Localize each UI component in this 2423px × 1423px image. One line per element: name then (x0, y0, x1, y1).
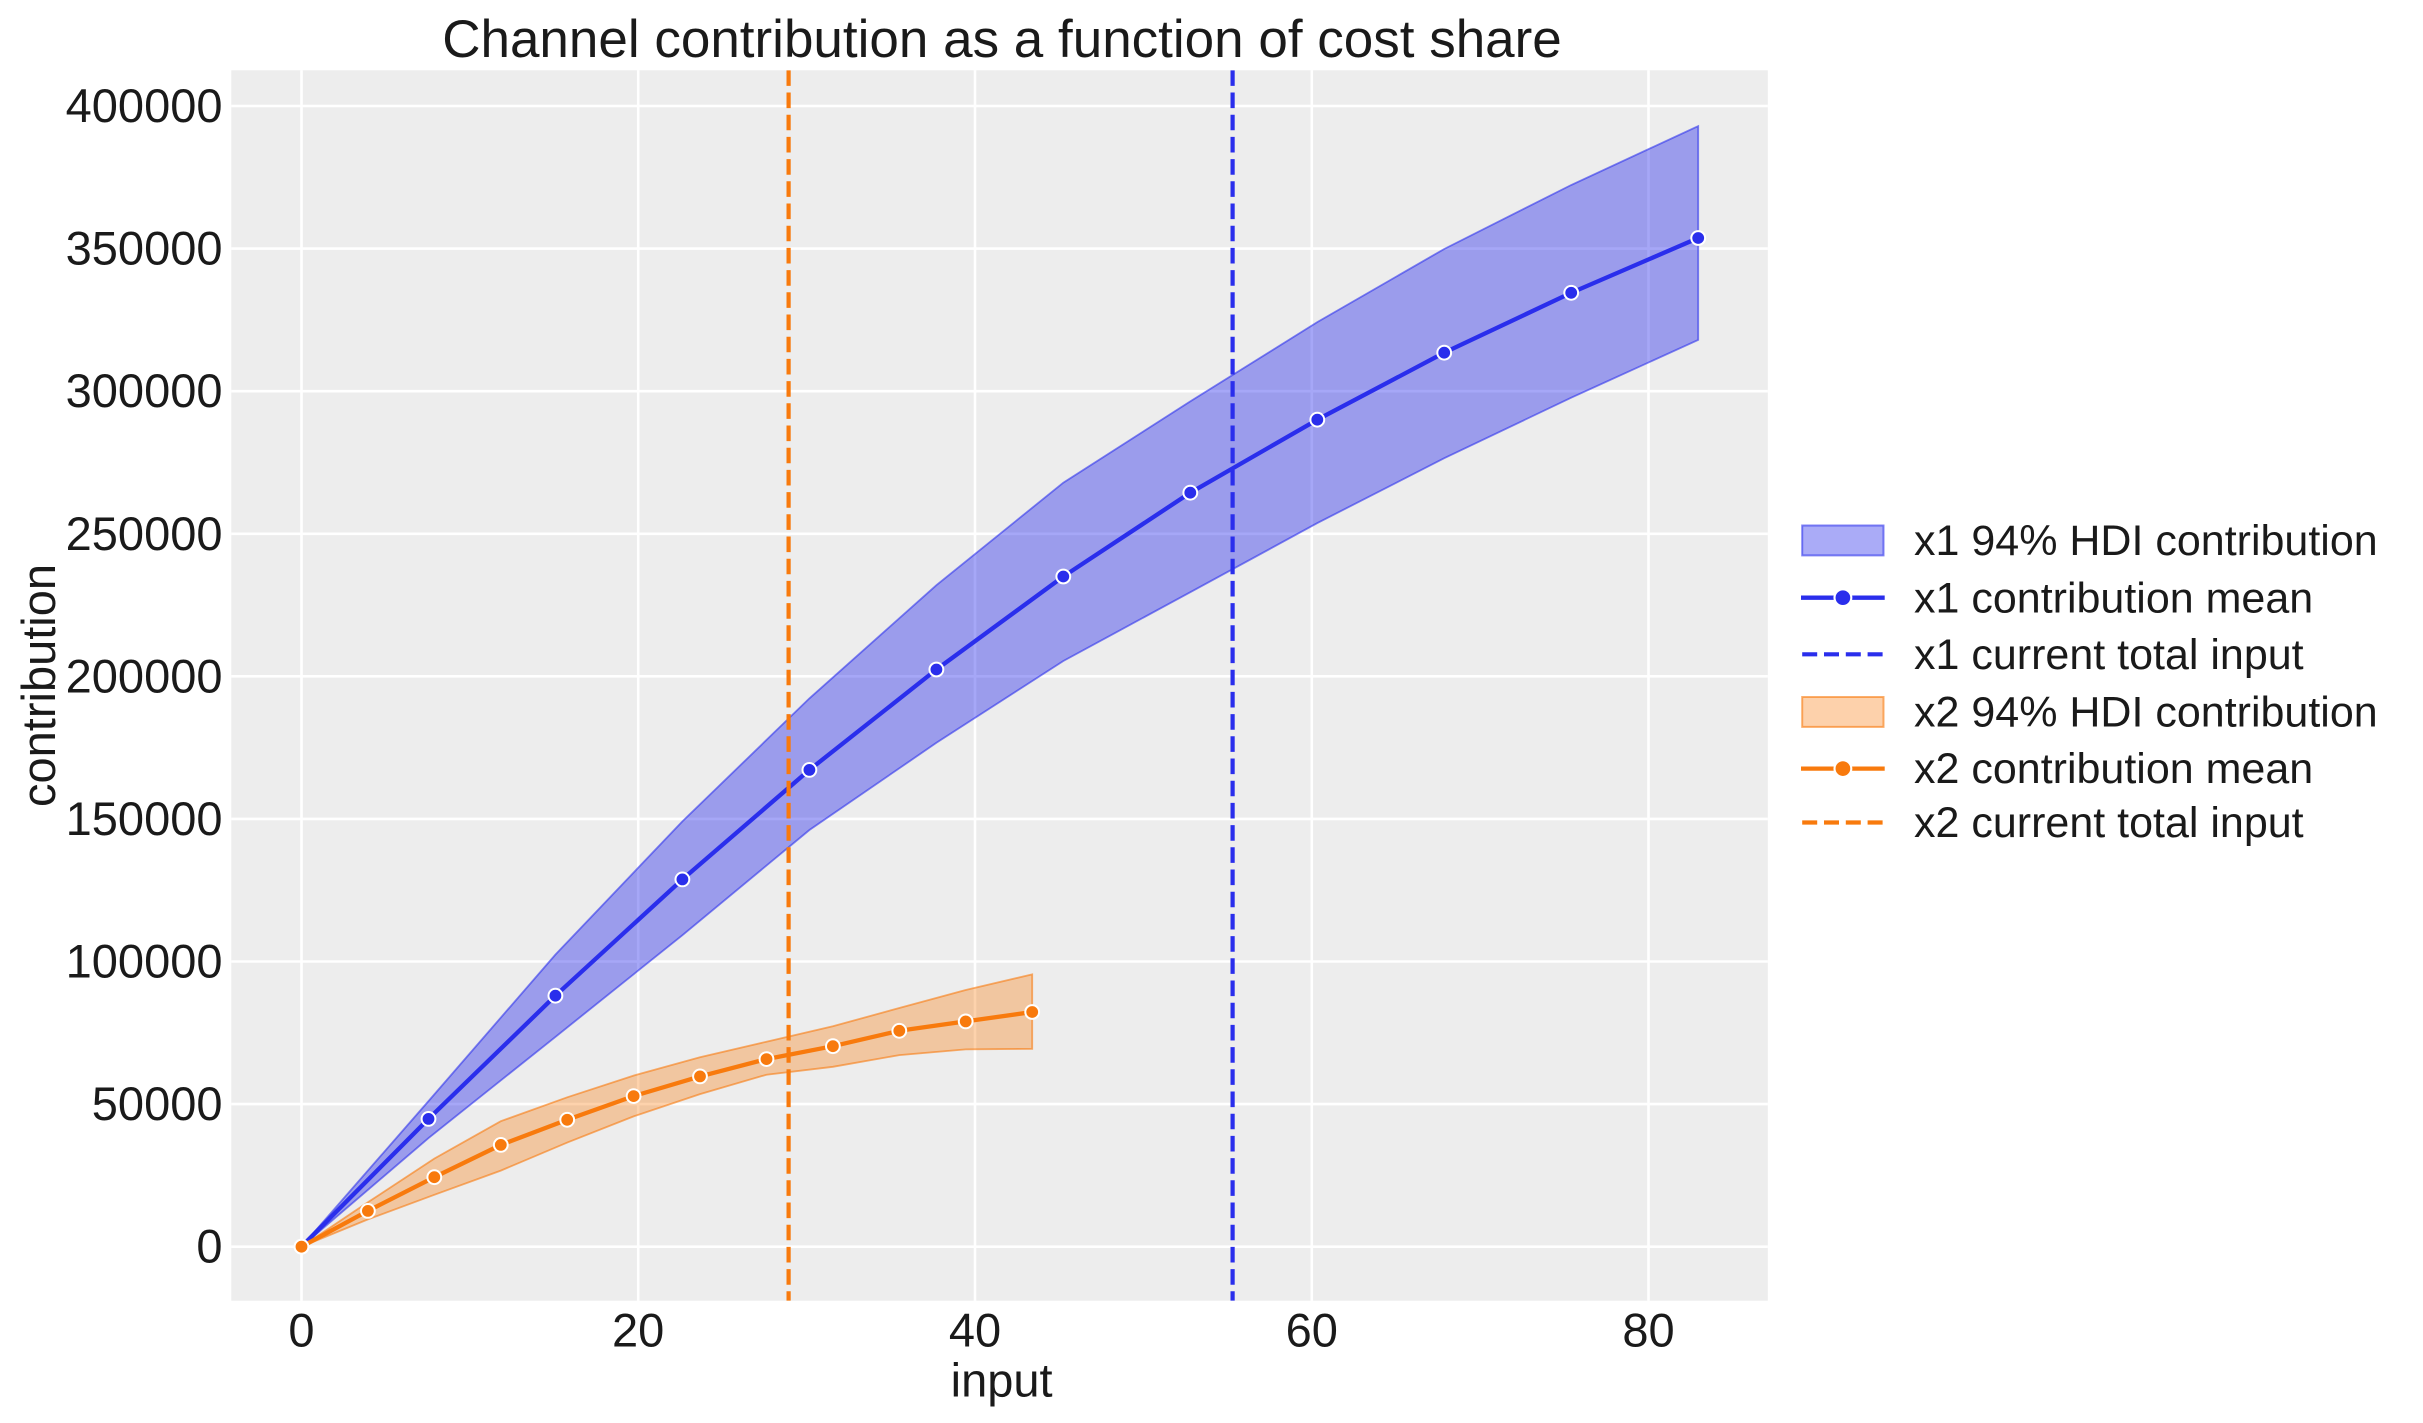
svg-text:150000: 150000 (66, 792, 223, 845)
svg-text:60: 60 (1286, 1303, 1338, 1356)
svg-text:x1 94% HDI contribution: x1 94% HDI contribution (1914, 517, 2378, 565)
svg-text:x1 contribution mean: x1 contribution mean (1914, 574, 2313, 622)
svg-text:0: 0 (288, 1303, 314, 1356)
svg-text:250000: 250000 (66, 507, 223, 560)
svg-text:40: 40 (949, 1303, 1001, 1356)
svg-text:20: 20 (612, 1303, 664, 1356)
svg-text:x1 current total input: x1 current total input (1914, 631, 2304, 679)
svg-text:0: 0 (196, 1220, 222, 1273)
svg-text:80: 80 (1622, 1303, 1674, 1356)
svg-text:50000: 50000 (92, 1077, 223, 1130)
svg-text:contribution: contribution (12, 564, 65, 807)
svg-text:x2 94% HDI contribution: x2 94% HDI contribution (1914, 689, 2378, 737)
svg-text:400000: 400000 (66, 79, 223, 132)
svg-text:x2 contribution mean: x2 contribution mean (1914, 745, 2313, 793)
svg-text:input: input (951, 1354, 1053, 1407)
svg-text:350000: 350000 (66, 222, 223, 275)
svg-text:x2 current total input: x2 current total input (1914, 799, 2304, 847)
svg-text:200000: 200000 (66, 649, 223, 702)
svg-text:100000: 100000 (66, 935, 223, 988)
svg-text:Channel contribution as a func: Channel contribution as a function of co… (442, 10, 1562, 69)
svg-text:300000: 300000 (66, 364, 223, 417)
